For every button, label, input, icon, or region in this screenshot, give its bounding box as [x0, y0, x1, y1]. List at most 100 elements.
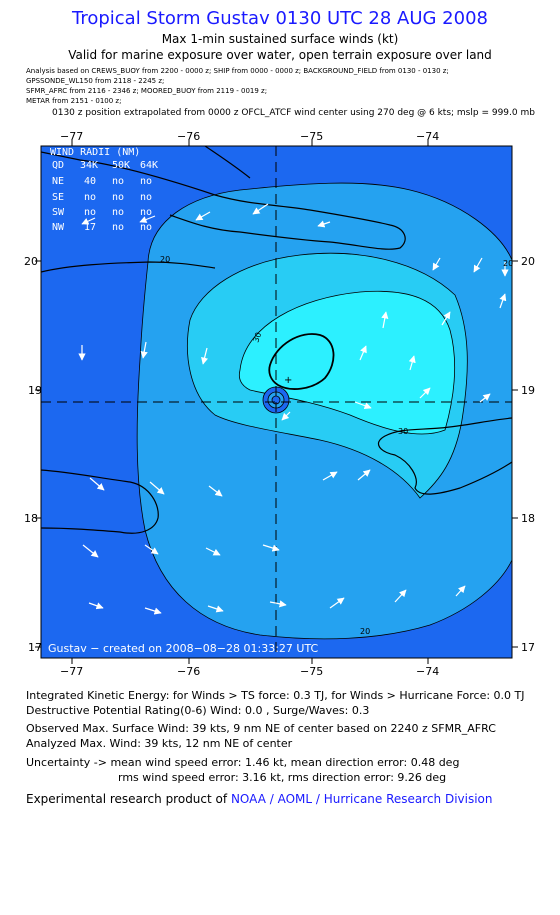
- wind-vector-arrow: [432, 257, 441, 271]
- wind-radii-cell: SE: [52, 192, 64, 203]
- product-credit: Experimental research product of NOAA / …: [26, 792, 493, 806]
- lat-tick-label-left: 17: [28, 641, 42, 654]
- lat-tick-label-right: 20: [521, 255, 535, 268]
- wind-vector-arrow: [207, 605, 224, 613]
- lon-tick-label-bottom: −75: [300, 665, 323, 678]
- uncertainty-line-1: Uncertainty -> mean wind speed error: 1.…: [26, 756, 460, 769]
- product-credit-prefix: Experimental research product of: [26, 792, 228, 806]
- analysis-sources-line-4: METAR from 2151 - 0100 z;: [26, 97, 122, 105]
- wind-radii-cell: no: [140, 192, 152, 203]
- wind-vector-arrow: [322, 471, 338, 481]
- wind-radii-cell: NW: [52, 222, 65, 233]
- wind-vector-arrow: [262, 544, 280, 552]
- wind-vector-arrow: [89, 477, 105, 491]
- wind-vector-arrow: [139, 215, 156, 223]
- map-title: Tropical Storm Gustav 0130 UTC 28 AUG 20…: [71, 8, 488, 29]
- wind-vector-arrow: [473, 257, 483, 273]
- wind-vector-arrow: [281, 411, 291, 421]
- wind-radii-cell: no: [112, 192, 124, 203]
- wind-radii-cell: NE: [52, 176, 64, 187]
- wind-field-map: + 20 30 30 20 20 −77 −76 −75 −74 −77 −76…: [24, 130, 535, 678]
- wind-radii-header: 34K: [80, 160, 98, 171]
- dpr-line: Destructive Potential Rating(0-6) Wind: …: [26, 704, 370, 717]
- wind-radii-cell: no: [140, 207, 152, 218]
- hispaniola-coastline: [377, 417, 512, 495]
- uncertainty-line-2: rms wind speed error: 3.16 kt, rms direc…: [118, 771, 447, 784]
- lat-tick-label-right: 17: [521, 641, 535, 654]
- jamaica-coastline: [41, 261, 216, 273]
- wind-vector-arrow: [354, 401, 372, 410]
- wind-vector-arrow: [329, 597, 345, 609]
- wind-vector-arrow: [419, 387, 431, 399]
- wind-vector-arrow: [269, 600, 287, 608]
- wind-radii-header: 50K: [112, 160, 130, 171]
- wind-vector-arrow: [88, 602, 104, 610]
- cuba-east-coastline: [41, 469, 159, 534]
- observed-max-wind: Observed Max. Surface Wind: 39 kts, 9 nm…: [26, 722, 496, 735]
- lon-tick-label-bottom: −76: [177, 665, 200, 678]
- wind-vector-arrow: [317, 220, 331, 228]
- wind-vector-arrow: [144, 544, 159, 555]
- wind-vector-arrow: [140, 341, 148, 359]
- wind-vector-arrow: [408, 355, 416, 371]
- wind-vector-arrow: [359, 345, 367, 361]
- wind-radii-cell: no: [140, 222, 152, 233]
- wind-vectors: [78, 203, 509, 615]
- wind-vector-arrow: [149, 481, 165, 495]
- wind-vector-arrow: [208, 485, 223, 497]
- center-plus-marker: +: [284, 375, 292, 386]
- wind-vector-arrow: [144, 607, 162, 615]
- wind-vector-arrow: [205, 547, 221, 556]
- contour-label-30-west: 30: [251, 331, 263, 344]
- wind-vector-arrow: [455, 585, 466, 597]
- wind-radii-header: 64K: [140, 160, 158, 171]
- wind-radii-cell: SW: [52, 207, 65, 218]
- lon-tick-label-bottom: −77: [60, 665, 83, 678]
- contour-label-20-west: 20: [160, 255, 170, 264]
- wind-radii-cell: no: [84, 192, 96, 203]
- lat-tick-label-left: 18: [24, 512, 38, 525]
- lon-tick-label-top: −77: [60, 130, 83, 143]
- analysis-sources-line-1: Analysis based on CREWS_BUOY from 2200 -…: [26, 67, 449, 75]
- lat-tick-label-right: 19: [521, 384, 535, 397]
- map-credit: Gustav − created on 2008−08−28 01:33:27 …: [48, 642, 319, 655]
- wind-vector-arrow: [82, 544, 99, 558]
- analysis-sources-line-3: SFMR_AFRC from 2116 - 2346 z; MOORED_BUO…: [26, 87, 268, 95]
- wind-radii-cell: no: [140, 176, 152, 187]
- wind-vector-arrow: [252, 203, 269, 215]
- hrd-link[interactable]: NOAA / AOML / Hurricane Research Divisio…: [230, 792, 493, 806]
- contour-label-20-east: 20: [503, 259, 513, 268]
- analysis-sources-line-2: GPSSONDE_WL150 from 2118 - 2245 z;: [26, 77, 165, 85]
- wind-vector-arrow: [201, 347, 209, 365]
- map-subtitle-winds: Max 1-min sustained surface winds (kt): [161, 32, 399, 46]
- map-ticks: [35, 140, 518, 664]
- wind-radii-cell: no: [112, 222, 124, 233]
- lat-tick-label-left: 19: [28, 384, 42, 397]
- contour-label-20-south: 20: [360, 627, 370, 636]
- wind-vector-arrow: [441, 311, 451, 326]
- lat-tick-label-right: 18: [521, 512, 535, 525]
- wind-vector-arrow: [499, 293, 507, 309]
- max-wind-contour: [268, 333, 335, 390]
- wind-radii-cell: 40: [84, 176, 96, 187]
- map-subtitle-validity: Valid for marine exposure over water, op…: [68, 48, 492, 62]
- wind-vector-arrow: [394, 589, 407, 603]
- wind-vector-arrow: [81, 217, 96, 225]
- lon-tick-label-top: −76: [177, 130, 200, 143]
- contour-label-30-east: 30: [398, 427, 408, 436]
- lon-tick-label-bottom: −74: [416, 665, 439, 678]
- wind-zone-above-34kt: [238, 290, 455, 435]
- cuba-coastline: [41, 146, 406, 250]
- wind-vector-arrow: [357, 469, 371, 481]
- wind-vector-arrow: [195, 211, 211, 221]
- wind-radii-header: QD: [52, 160, 64, 171]
- analyzed-max-wind: Analyzed Max. Wind: 39 kts, 12 nm NE of …: [26, 737, 293, 750]
- map-frame: [40, 145, 513, 659]
- lat-tick-label-left: 20: [24, 255, 38, 268]
- wind-vector-arrow: [479, 393, 491, 403]
- wind-radii-cell: no: [112, 207, 124, 218]
- wind-radii-title: WIND RADII (NM): [50, 147, 140, 158]
- position-note: 0130 z position extrapolated from 0000 z…: [52, 108, 535, 118]
- wind-radii-cell: no: [84, 207, 96, 218]
- wind-radii-cell: no: [112, 176, 124, 187]
